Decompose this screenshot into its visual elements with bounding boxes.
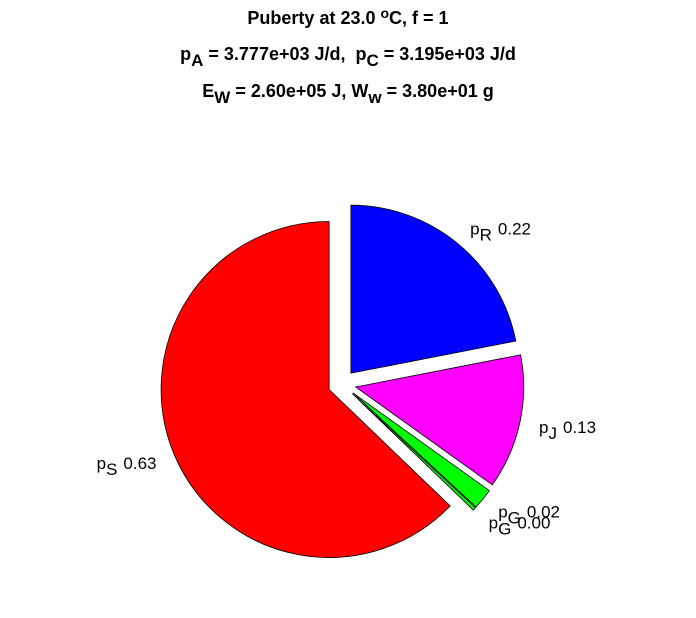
slice-label: pR 0.22: [470, 219, 531, 244]
slice-label-name: p: [489, 513, 498, 532]
slice-label-name: p: [539, 418, 548, 437]
slice-label-sub: S: [106, 460, 117, 479]
pie-slice: [350, 204, 517, 374]
slice-label-value: 0.00: [517, 513, 550, 532]
slice-label: pG 0.02: [498, 502, 560, 527]
pie-slice: [352, 392, 490, 508]
slice-label-value: 0.22: [498, 219, 531, 238]
slice-label-value: 0.13: [563, 418, 596, 437]
slice-label-sub: G: [508, 508, 521, 527]
title-segment: = 3.80e+01 g: [382, 81, 494, 101]
slice-label-sub: J: [548, 424, 557, 443]
pie-slice: [351, 393, 477, 511]
title-segment: E: [202, 81, 214, 101]
title-segment: = 2.60e+05 J, W: [230, 81, 368, 101]
title-segment: A: [191, 51, 203, 70]
slice-label-sub: G: [498, 519, 511, 538]
title-line: pA = 3.777e+03 J/d, pC = 3.195e+03 J/d: [180, 44, 516, 70]
slice-label: pS 0.63: [97, 454, 157, 479]
slice-label-name: p: [498, 502, 507, 521]
title-segment: o: [380, 5, 389, 21]
title-segment: w: [367, 88, 382, 107]
title-segment: = 3.195e+03 J/d: [379, 44, 516, 64]
slice-label: pG 0.00: [489, 513, 551, 538]
pie-slice: [160, 221, 451, 558]
slice-label-name: p: [97, 454, 106, 473]
slice-label: pJ 0.13: [539, 418, 596, 443]
title-segment: = 3.777e+03 J/d, p: [203, 44, 366, 64]
title-line: Puberty at 23.0 oC, f = 1: [247, 5, 448, 28]
title-segment: C: [367, 51, 379, 70]
title-segment: p: [180, 44, 191, 64]
title-segment: C, f = 1: [389, 8, 449, 28]
slice-label-sub: R: [480, 225, 492, 244]
title-segment: Puberty at 23.0: [247, 8, 380, 28]
pie-slice: [354, 354, 525, 486]
slice-label-value: 0.02: [527, 502, 560, 521]
slice-label-value: 0.63: [123, 454, 156, 473]
title-line: EW = 2.60e+05 J, Ww = 3.80e+01 g: [202, 81, 493, 107]
title-segment: W: [214, 88, 231, 107]
slice-label-name: p: [470, 219, 479, 238]
